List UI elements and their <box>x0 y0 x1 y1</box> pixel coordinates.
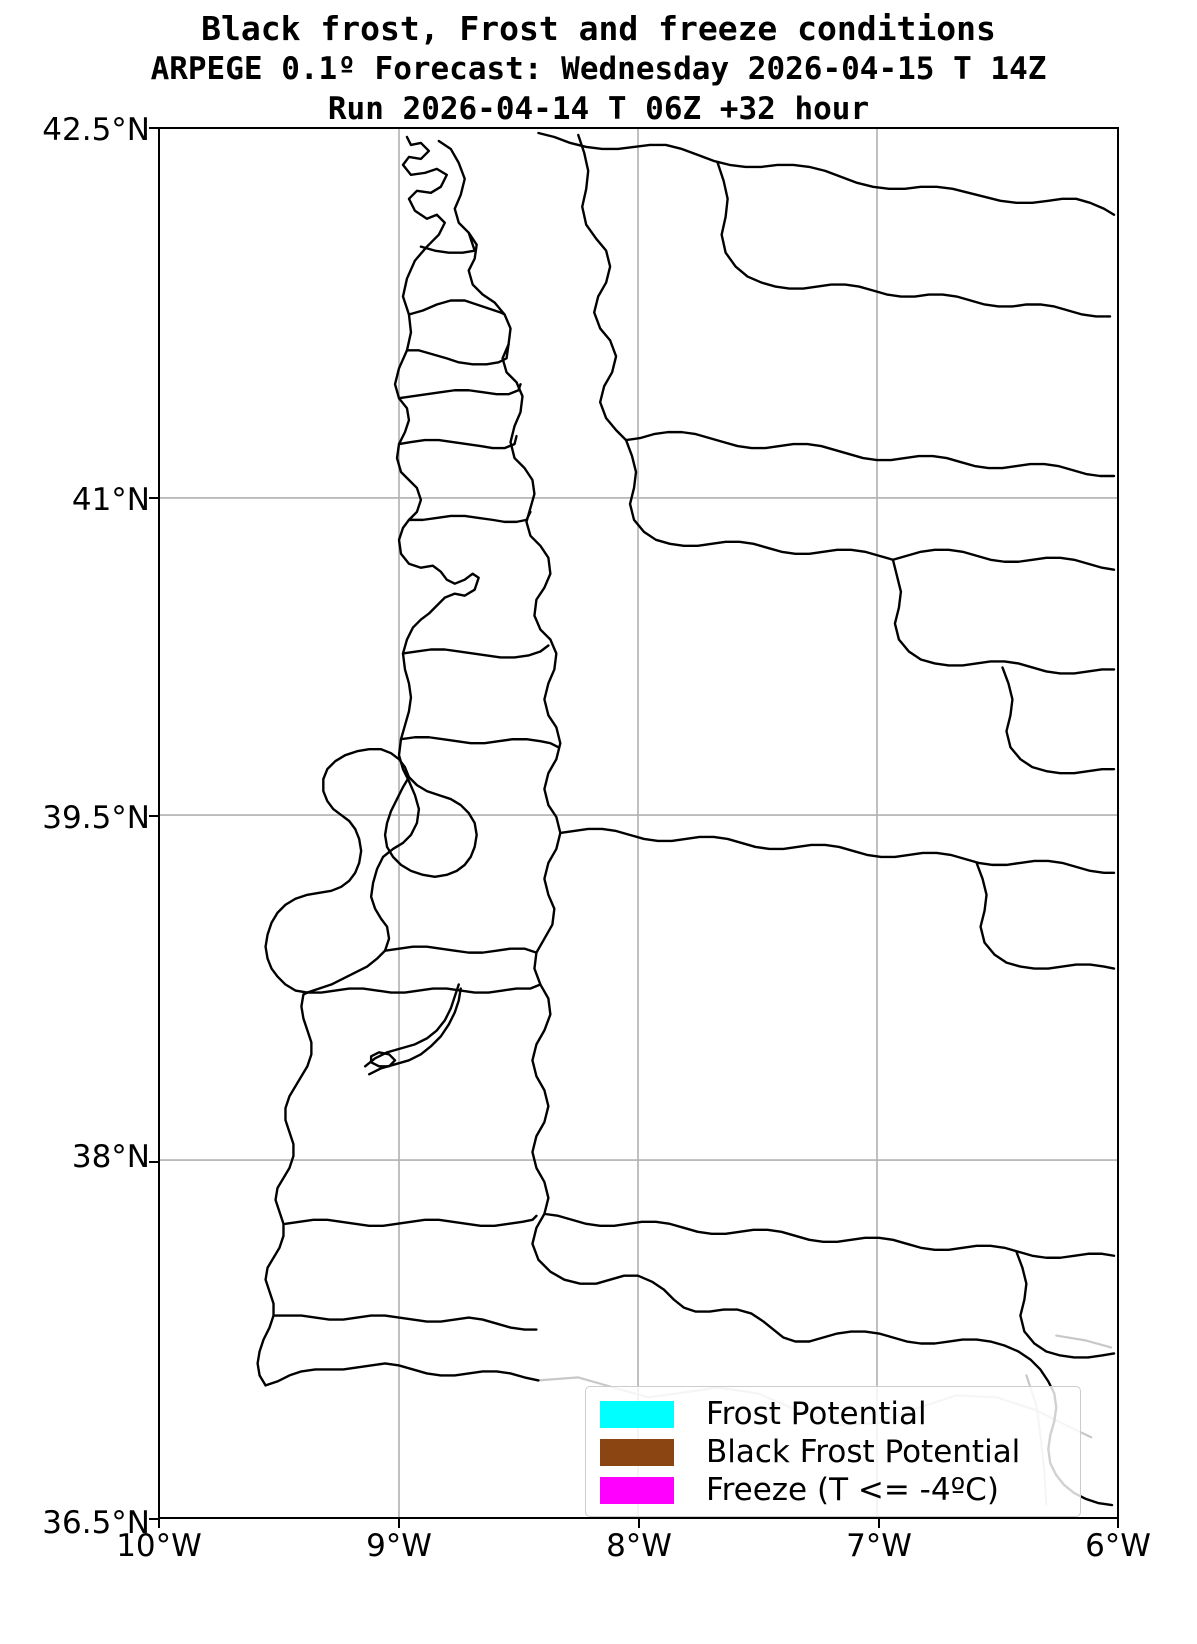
ytick-mark-39-5 <box>149 815 158 817</box>
spain-border-toledo <box>1001 666 1116 775</box>
district-border-douro-south <box>405 343 510 366</box>
lisbon-setubal-coast <box>383 775 478 879</box>
district-border-beira-n <box>397 434 518 450</box>
map-boundaries <box>256 131 1116 1507</box>
run-subtitle: Run 2026-04-14 T 06Z +32 hour <box>327 91 870 127</box>
xtick-label-10w: 10°W <box>116 1528 202 1564</box>
magenta-swatch <box>600 1476 674 1504</box>
spain-north-coast <box>537 131 1116 216</box>
ytick-label-38: 38°N <box>71 1139 150 1175</box>
xtick-mark-10w <box>158 1519 160 1528</box>
gridlines <box>160 129 1117 1517</box>
district-border-beira-litoral <box>407 510 532 524</box>
xtick-mark-9w <box>398 1519 400 1528</box>
xtick-label-6w: 6°W <box>1085 1528 1151 1564</box>
xtick-mark-8w <box>638 1519 640 1528</box>
map-svg <box>160 129 1117 1517</box>
district-border-beira-alta <box>397 383 522 400</box>
spain-border-zamora-salamanca <box>624 438 895 561</box>
chart-title-block: Black frost, Frost and freeze conditions… <box>0 0 1197 129</box>
legend-item-frost-potential[interactable]: Frost Potential <box>586 1395 1080 1433</box>
page-title: Black frost, Frost and freeze conditions <box>201 9 996 48</box>
xtick-label-7w: 7°W <box>846 1528 912 1564</box>
legend-label-frost-potential: Frost Potential <box>706 1395 927 1432</box>
ytick-mark-42-5 <box>149 127 158 129</box>
district-border-algarve <box>272 1314 538 1331</box>
legend-item-black-frost-potential[interactable]: Black Frost Potential <box>586 1433 1080 1471</box>
ytick-mark-38 <box>149 1161 158 1163</box>
spain-border-salamanca-caceres <box>891 558 1116 675</box>
ytick-label-41: 41°N <box>71 482 150 518</box>
spain-border-asturias <box>716 161 1112 318</box>
xtick-label-9w: 9°W <box>366 1528 432 1564</box>
ytick-label-36-5: 36.5°N <box>42 1505 150 1541</box>
ytick-mark-36-5 <box>149 1518 158 1520</box>
district-border-minho <box>419 231 476 254</box>
portugal-spain-border <box>437 139 811 1343</box>
district-border-ribatejo-n <box>401 644 550 659</box>
xtick-label-8w: 8°W <box>606 1528 672 1564</box>
spain-border-badajoz-east <box>975 861 1116 970</box>
legend-item-freeze[interactable]: Freeze (T <= -4ºC) <box>586 1471 1080 1509</box>
district-border-alentejo-n <box>383 945 538 954</box>
portugal-coastline <box>264 135 480 994</box>
forecast-subtitle: ARPEGE 0.1º Forecast: Wednesday 2026-04-… <box>150 51 1047 87</box>
brown-swatch <box>600 1438 674 1466</box>
xtick-mark-6w <box>1117 1519 1119 1528</box>
spain-border-galicia <box>577 133 628 442</box>
district-border-douro-north <box>407 299 506 316</box>
ytick-label-42-5: 42.5°N <box>42 112 150 148</box>
legend-label-freeze: Freeze (T <= -4ºC) <box>706 1471 999 1508</box>
district-border-alentejo-south <box>284 1214 538 1228</box>
legend-label-black-frost-potential: Black Frost Potential <box>706 1433 1021 1470</box>
ytick-label-39-5: 39.5°N <box>42 800 150 836</box>
spain-border-avila <box>891 548 1116 571</box>
ytick-mark-41 <box>149 497 158 499</box>
xtick-mark-7w <box>878 1519 880 1528</box>
district-border-estremadura <box>399 736 560 749</box>
spain-border-badajoz-south <box>543 1212 1116 1259</box>
tagus-small-island <box>369 1051 397 1068</box>
cyan-swatch <box>600 1400 674 1428</box>
southwest-cape <box>256 991 313 1387</box>
map-legend[interactable]: Frost Potential Black Frost Potential Fr… <box>585 1386 1081 1517</box>
spain-border-leon-zamora <box>624 430 1116 478</box>
map-plot-area[interactable] <box>158 127 1119 1519</box>
spain-border-caceres-badajoz <box>559 827 1116 875</box>
tagus-estuary <box>363 983 460 1068</box>
district-border-alentejo-central <box>306 983 542 994</box>
algarve-coast <box>264 1362 540 1387</box>
tagus-estuary-south-shore <box>367 987 462 1076</box>
spain-border-cordoba <box>1015 1250 1116 1359</box>
